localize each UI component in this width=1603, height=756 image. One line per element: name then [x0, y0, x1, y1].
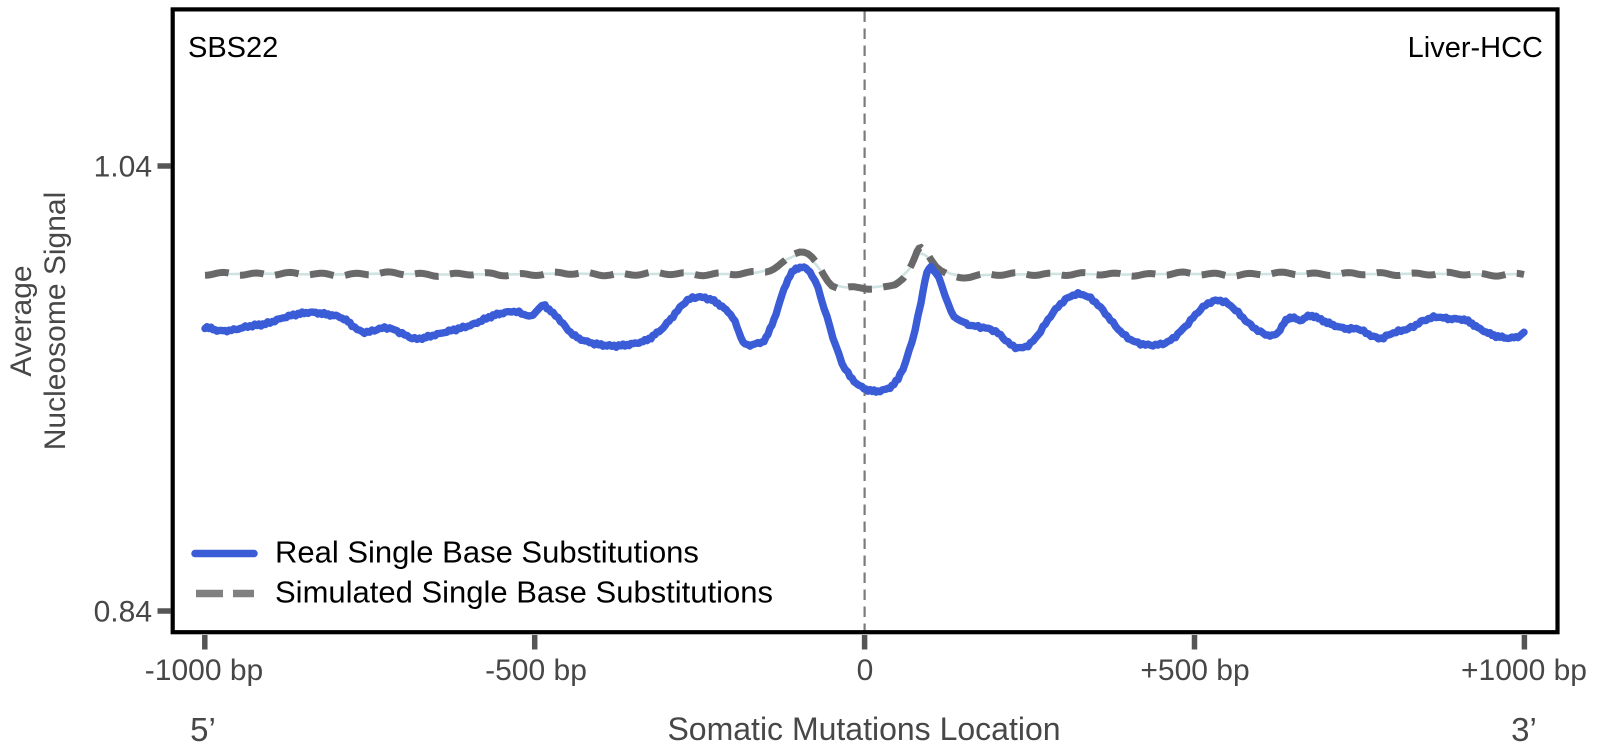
svg-text:+1000 bp: +1000 bp	[1461, 654, 1587, 687]
svg-text:3’: 3’	[1511, 711, 1537, 748]
svg-text:Real Single Base Substitutions: Real Single Base Substitutions	[275, 535, 699, 570]
svg-text:Liver-HCC: Liver-HCC	[1408, 32, 1543, 64]
svg-text:-1000 bp: -1000 bp	[145, 654, 263, 687]
svg-text:1.04: 1.04	[94, 150, 152, 183]
svg-text:0.84: 0.84	[94, 596, 152, 629]
svg-text:Simulated Single Base Substitu: Simulated Single Base Substitutions	[275, 575, 773, 610]
svg-text:Average: Average	[5, 265, 38, 376]
svg-text:5’: 5’	[190, 711, 216, 748]
svg-text:Somatic Mutations Location: Somatic Mutations Location	[667, 711, 1060, 747]
svg-text:SBS22: SBS22	[188, 32, 278, 64]
svg-text:Nucleosome Signal: Nucleosome Signal	[39, 192, 72, 450]
svg-text:-500 bp: -500 bp	[485, 654, 587, 687]
svg-text:+500 bp: +500 bp	[1140, 654, 1249, 687]
svg-text:0: 0	[857, 654, 874, 687]
